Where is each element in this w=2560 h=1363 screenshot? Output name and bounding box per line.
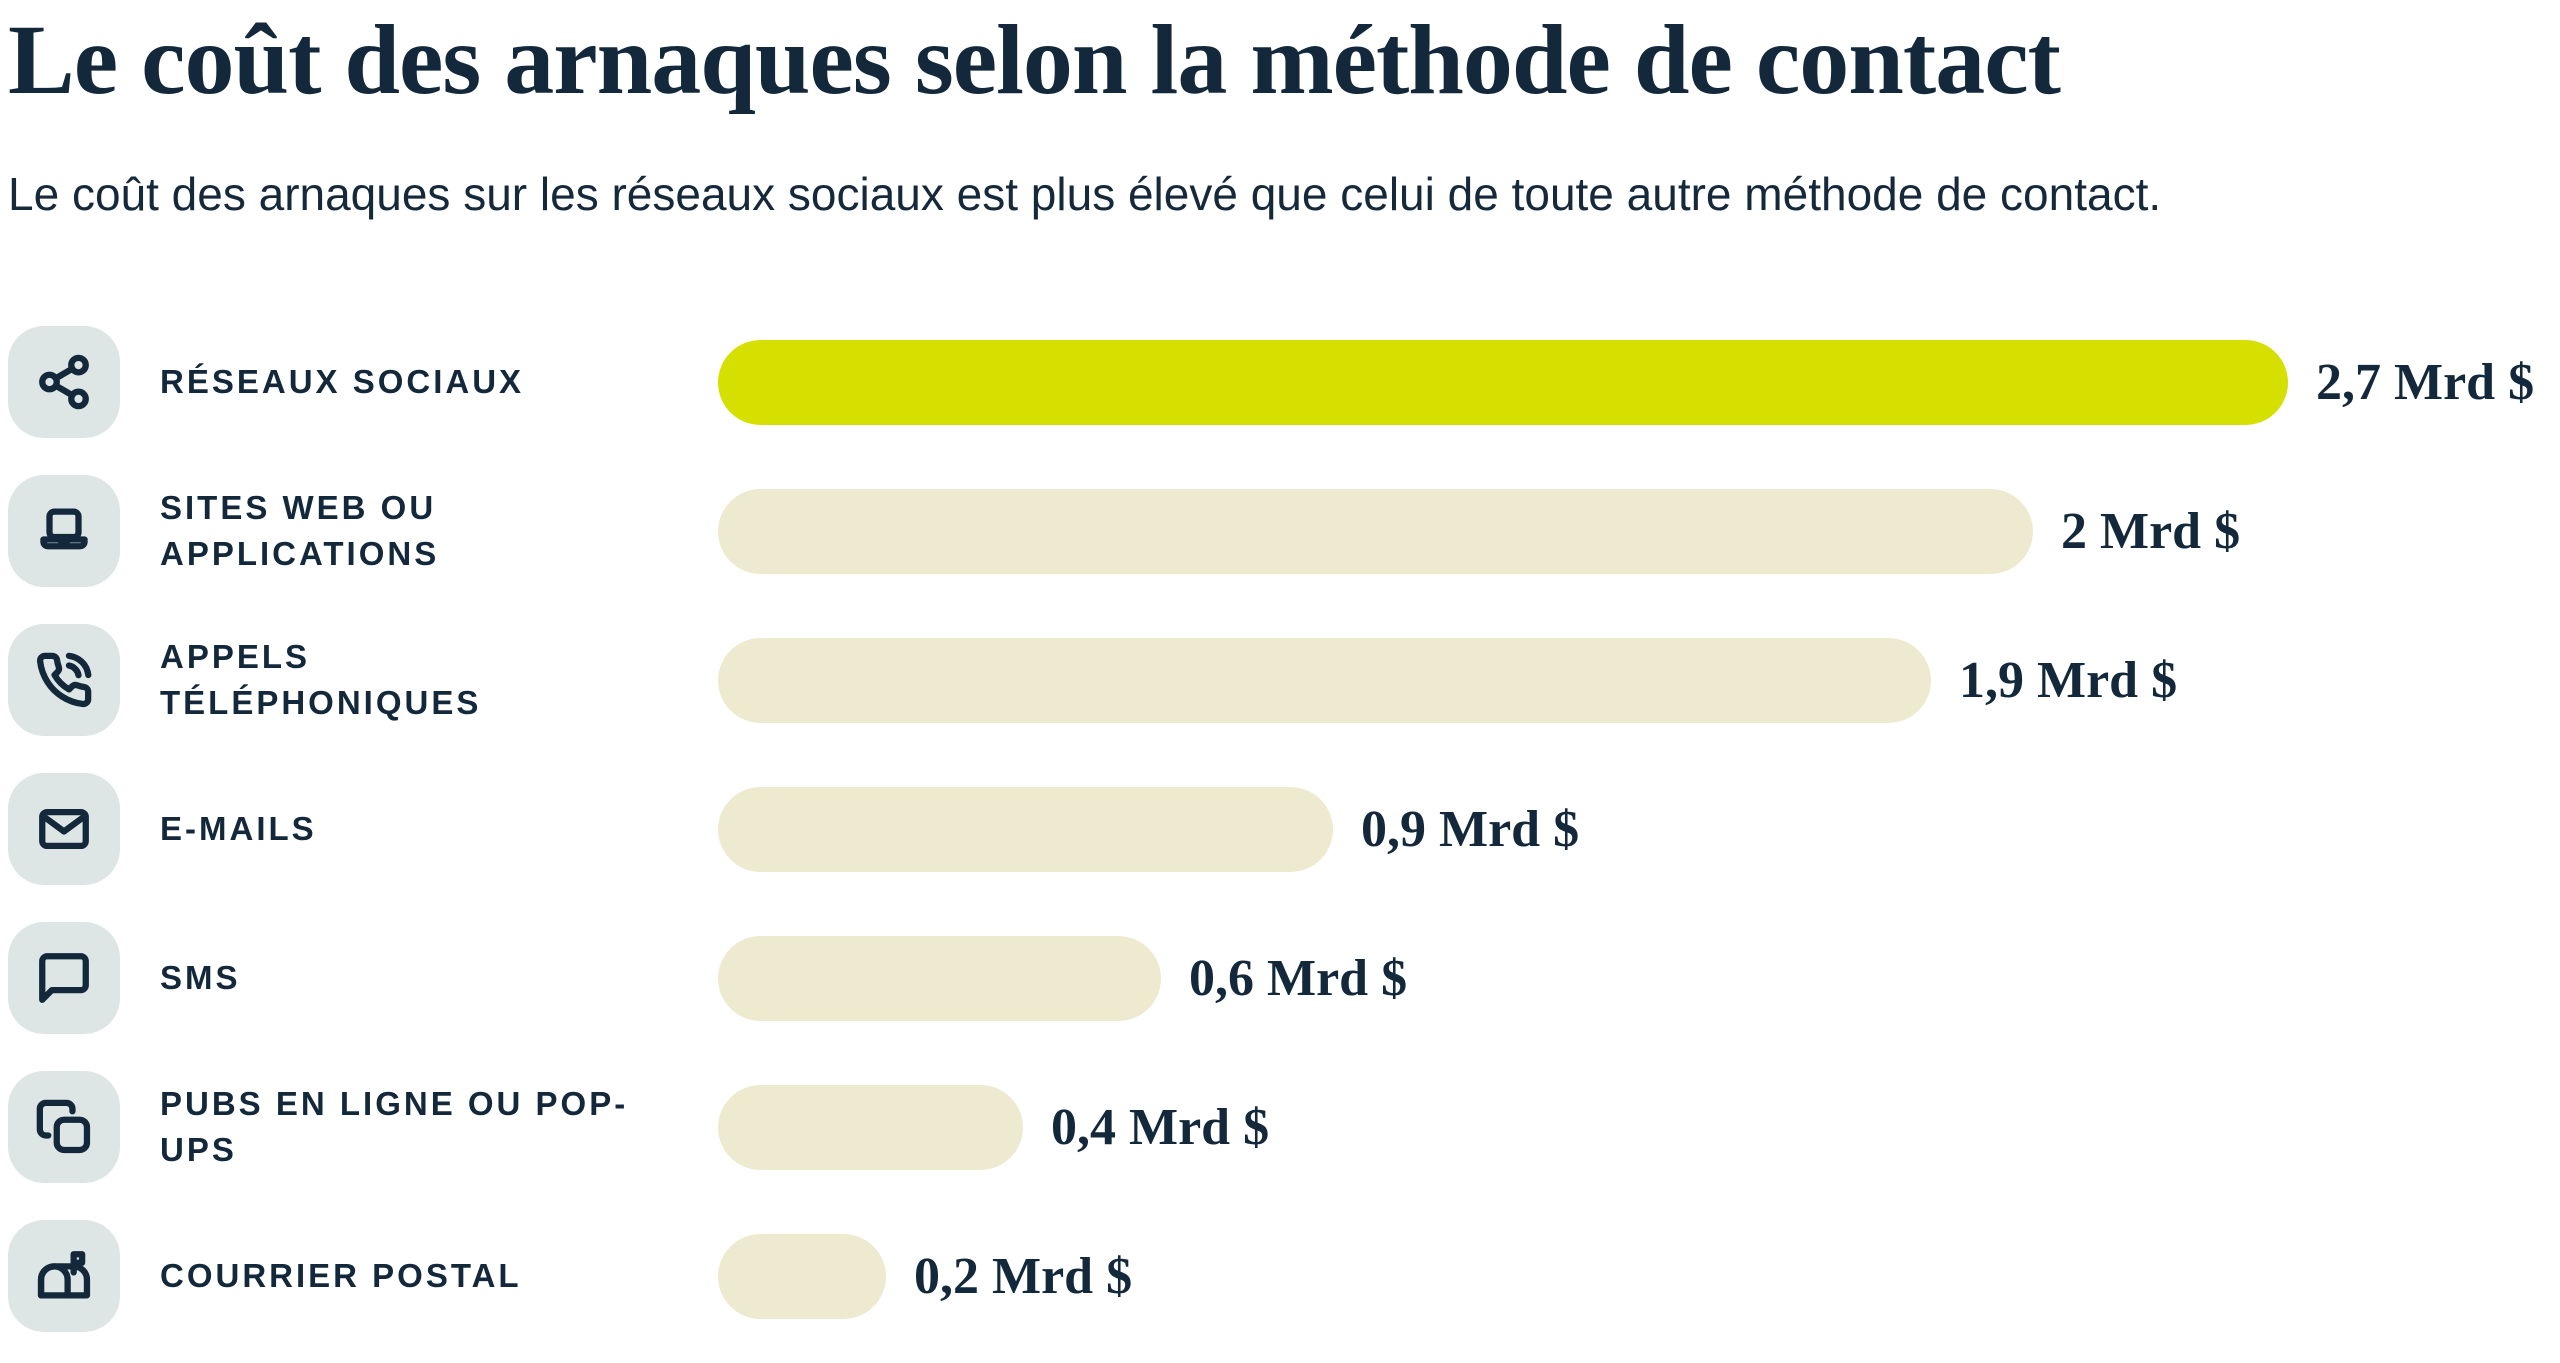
icon-tile [8, 475, 120, 587]
category-label: SMS [160, 958, 241, 996]
bar-reseaux-sociaux [718, 339, 2288, 425]
chart-row-appels: APPELS TÉLÉPHONIQUES 1,9 Mrd $ [8, 606, 2550, 755]
category-label: COURRIER POSTAL [160, 1256, 522, 1294]
value-label: 1,9 Mrd $ [1959, 651, 2178, 709]
page-title: Le coût des arnaques selon la méthode de… [8, 4, 2061, 115]
value-label: 2,7 Mrd $ [2316, 353, 2535, 411]
page-subtitle: Le coût des arnaques sur les réseaux soc… [8, 168, 2162, 220]
bar-area: 2,7 Mrd $ [718, 339, 2550, 425]
bar-pubs [718, 1084, 1023, 1170]
category-label: PUBS EN LIGNE OU POP-UPS [160, 1084, 629, 1168]
icon-tile [8, 1220, 120, 1332]
copy-icon [36, 1099, 91, 1154]
value-label: 0,4 Mrd $ [1051, 1098, 1270, 1156]
chart-row-courrier: COURRIER POSTAL 0,2 Mrd $ [8, 1202, 2550, 1351]
chart-row-pubs: PUBS EN LIGNE OU POP-UPS 0,4 Mrd $ [8, 1053, 2550, 1202]
icon-tile [8, 1071, 120, 1183]
bar-area: 1,9 Mrd $ [718, 637, 2550, 723]
laptop-icon [40, 508, 88, 550]
message-bubble-icon [39, 953, 89, 1003]
bar-courrier [718, 1233, 886, 1319]
icon-tile [8, 922, 120, 1034]
bar-chart: RÉSEAUX SOCIAUX 2,7 Mrd $ SITES WEB OU A… [8, 308, 2550, 1351]
icon-tile [8, 624, 120, 736]
chart-row-reseaux-sociaux: RÉSEAUX SOCIAUX 2,7 Mrd $ [8, 308, 2550, 457]
value-label: 0,9 Mrd $ [1361, 800, 1580, 858]
category-label: SITES WEB OU APPLICATIONS [160, 488, 440, 572]
mailbox-icon [37, 1251, 91, 1299]
chart-row-emails: E-MAILS 0,9 Mrd $ [8, 755, 2550, 904]
category-label: RÉSEAUX SOCIAUX [160, 362, 525, 400]
value-label: 0,6 Mrd $ [1189, 949, 1408, 1007]
bar-sites-web [718, 488, 2033, 574]
phone-call-icon [36, 652, 92, 708]
bar-area: 0,2 Mrd $ [718, 1233, 2550, 1319]
share-icon [39, 354, 89, 410]
value-label: 0,2 Mrd $ [914, 1247, 1133, 1305]
icon-tile [8, 773, 120, 885]
bar-area: 2 Mrd $ [718, 488, 2550, 574]
bar-sms [718, 935, 1161, 1021]
bar-area: 0,4 Mrd $ [718, 1084, 2550, 1170]
icon-tile [8, 326, 120, 438]
value-label: 2 Mrd $ [2061, 502, 2241, 560]
category-label: APPELS TÉLÉPHONIQUES [160, 637, 482, 721]
bar-emails [718, 786, 1333, 872]
bar-appels [718, 637, 1931, 723]
mail-icon [39, 808, 89, 850]
chart-row-sites-web: SITES WEB OU APPLICATIONS 2 Mrd $ [8, 457, 2550, 606]
chart-row-sms: SMS 0,6 Mrd $ [8, 904, 2550, 1053]
bar-area: 0,9 Mrd $ [718, 786, 2550, 872]
category-label: E-MAILS [160, 809, 317, 847]
bar-area: 0,6 Mrd $ [718, 935, 2550, 1021]
